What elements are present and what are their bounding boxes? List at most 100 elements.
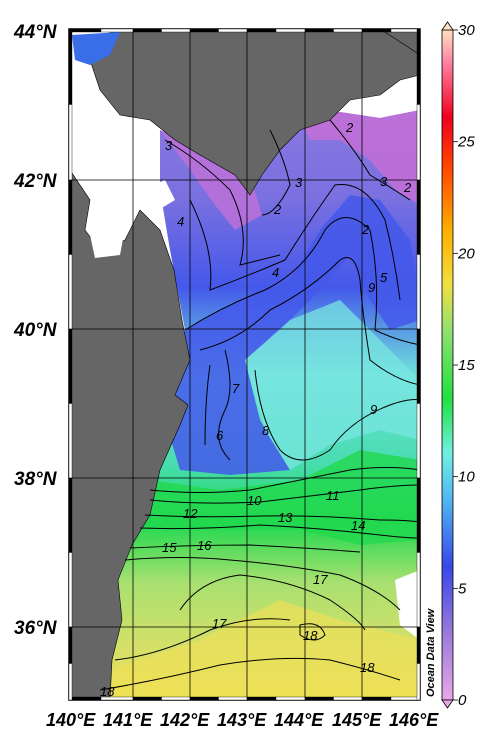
contour-label: 18 (303, 628, 318, 643)
contour-label-group: 2 2 2 2 3 3 3 4 4 5 9 7 6 8 9 10 11 12 1… (100, 120, 412, 699)
frame-segment (333, 28, 363, 33)
frame-segment (68, 696, 102, 701)
contour-label: 18 (360, 660, 375, 675)
frame-segment (68, 477, 73, 553)
colorbar-top-arrow (441, 21, 454, 31)
contour-label: 6 (216, 428, 224, 443)
frame-segment (416, 104, 421, 181)
contour-label: 3 (165, 138, 173, 153)
frame-segment (132, 28, 162, 33)
east-gap (395, 570, 420, 640)
frame-segment (390, 696, 421, 701)
map-frame (68, 28, 421, 701)
contour-label: 9 (368, 280, 375, 295)
colorbar: 0 5 10 15 20 25 30 (441, 21, 475, 709)
colorbar-tick-label: 25 (457, 134, 475, 151)
cold-patch-north (300, 110, 420, 205)
contour-lines (99, 119, 420, 691)
contour-label: 5 (380, 270, 388, 285)
lat-label-42: 42°N (13, 171, 58, 192)
frame-segment (161, 696, 191, 701)
contour-label: 16 (197, 538, 212, 553)
frame-segment (416, 328, 421, 404)
contour-label: 3 (295, 175, 303, 190)
frame-segment (189, 28, 219, 33)
green-band (140, 450, 420, 545)
colorbar-bottom-arrow (441, 699, 454, 709)
frame-segment (218, 696, 248, 701)
frame-segment (68, 328, 73, 404)
contour-label: 2 (273, 202, 282, 217)
colorbar-tick-label: 15 (458, 357, 475, 374)
contour-label: 2 (361, 222, 370, 237)
frame-segment (161, 28, 191, 33)
lon-label-141: 141°E (103, 710, 153, 730)
frame-segment (68, 626, 73, 664)
contour-label: 11 (326, 488, 340, 503)
frame-segment (416, 179, 421, 255)
land-hokkaido (89, 29, 420, 196)
frame-segment (68, 104, 73, 181)
lon-label-146: 146°E (389, 710, 439, 730)
colorbar-tick-label: 30 (458, 22, 475, 39)
frame-segment (416, 254, 421, 330)
contour-label: 14 (351, 518, 365, 533)
frame-segment (68, 28, 73, 105)
cyan-pocket (245, 300, 420, 470)
frame-segment (416, 28, 421, 105)
frame-segment (304, 696, 334, 701)
frame-segment (333, 696, 363, 701)
cold-corner (72, 32, 120, 65)
contour-label: 9 (370, 402, 377, 417)
frame-segment (68, 254, 73, 330)
frame-segment (416, 403, 421, 479)
frame-segment (304, 28, 334, 33)
lat-label-38: 38°N (14, 469, 58, 490)
latitude-labels: 44°N 42°N 40°N 38°N 36°N (13, 22, 58, 639)
frame-segment (189, 696, 219, 701)
contour-label: 17 (313, 572, 328, 587)
frame-segment (246, 696, 277, 701)
frame-segment (68, 179, 73, 255)
contour-label: 15 (162, 540, 177, 555)
contour-label: 4 (272, 265, 279, 280)
contour-label: 4 (177, 214, 184, 229)
frame-segment (218, 28, 248, 33)
warm-patch-south (110, 600, 420, 700)
lon-label-143: 143°E (217, 710, 267, 730)
frame-segment (361, 696, 392, 701)
frame-segment (68, 552, 73, 628)
frame-segment (246, 28, 277, 33)
lon-label-142: 142°E (160, 710, 210, 730)
colorbar-tick-label: 10 (458, 469, 475, 486)
frame-segment (100, 28, 134, 33)
frame-segment (390, 28, 421, 33)
bay (90, 228, 125, 258)
lon-label-144: 144°E (274, 710, 324, 730)
strait (130, 180, 175, 215)
contour-label: 17 (212, 616, 227, 631)
credit-label: Ocean Data View (425, 607, 437, 697)
lon-label-145: 145°E (332, 710, 382, 730)
contour-label: 7 (232, 381, 240, 396)
lat-label-44: 44°N (13, 22, 58, 43)
frame-segment (68, 28, 102, 33)
contour-label: 2 (403, 180, 412, 195)
frame-segment (416, 552, 421, 628)
frame-segment (416, 663, 421, 701)
graticule (69, 29, 420, 700)
lat-label-40: 40°N (13, 320, 58, 341)
frame-segment (275, 696, 306, 701)
lon-label-140: 140°E (46, 710, 96, 730)
frame-segment (68, 403, 73, 479)
frame-segment (416, 626, 421, 664)
land-kurile (379, 29, 420, 56)
contour-label: 10 (247, 493, 262, 508)
lat-label-36: 36°N (14, 618, 58, 639)
frame-segment (275, 28, 306, 33)
frame-segment (132, 696, 162, 701)
colorbar-tick-label: 20 (457, 245, 475, 262)
colorbar-gradient (441, 29, 454, 701)
colorbar-tick-label: 0 (458, 692, 467, 709)
